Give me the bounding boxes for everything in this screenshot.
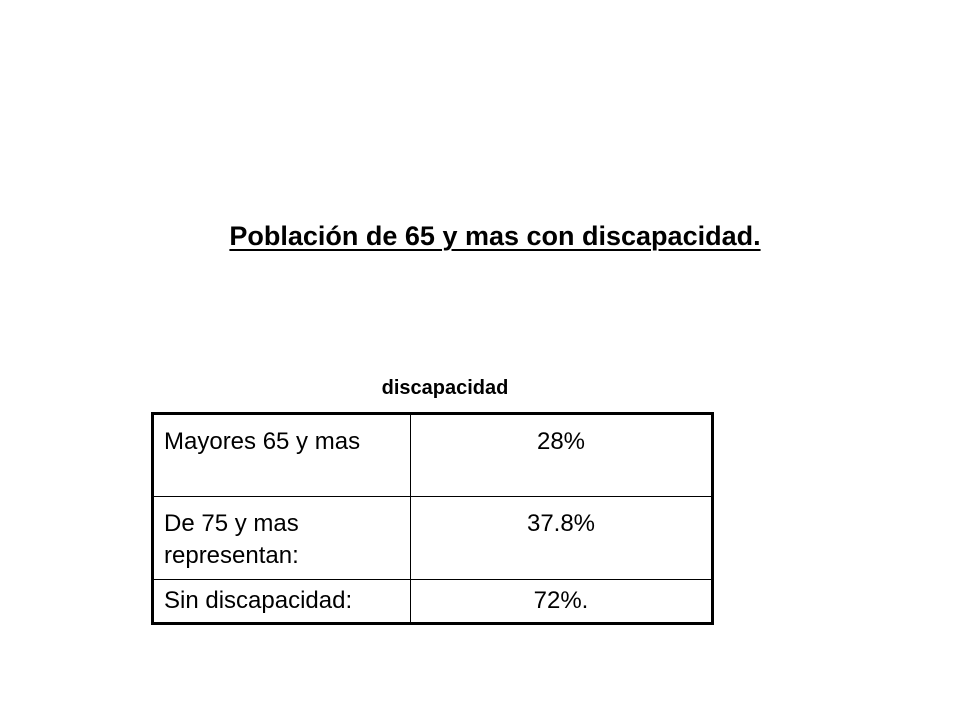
row-label: Sin discapacidad: (152, 579, 411, 624)
slide-title: Población de 65 y mas con discapacidad. (229, 221, 761, 251)
row-value: 37.8% (410, 496, 713, 580)
row-label: De 75 y mas representan: (152, 496, 411, 580)
data-table: Mayores 65 y mas 28% De 75 y mas represe… (151, 412, 714, 625)
row-value: 72%. (410, 579, 713, 624)
table-row: De 75 y mas representan: 37.8% (152, 496, 713, 580)
table-row: Sin discapacidad: 72%. (152, 579, 713, 624)
row-value: 28% (410, 413, 713, 497)
table-row: Mayores 65 y mas 28% (152, 413, 713, 497)
row-label: Mayores 65 y mas (152, 413, 411, 497)
table-caption: discapacidad (381, 377, 509, 399)
